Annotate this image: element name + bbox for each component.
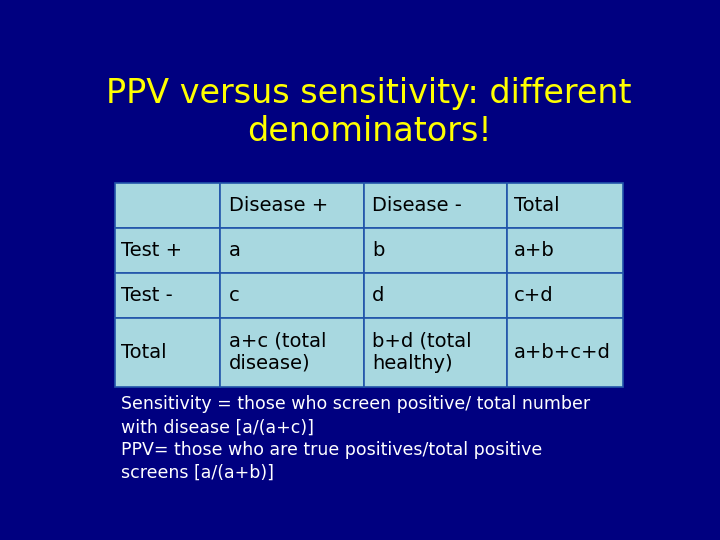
Text: Test -: Test -	[122, 286, 174, 305]
Bar	[220, 183, 364, 228]
Text: c+d: c+d	[513, 286, 554, 305]
Text: PPV versus sensitivity: different
denominators!: PPV versus sensitivity: different denomi…	[107, 77, 631, 148]
Text: a+c (total
disease): a+c (total disease)	[229, 332, 327, 373]
Text: Disease +: Disease +	[229, 196, 328, 215]
Bar	[364, 228, 507, 273]
Bar	[507, 318, 623, 387]
Bar	[507, 183, 623, 228]
Bar	[364, 273, 507, 318]
Bar	[220, 228, 364, 273]
Bar	[115, 273, 220, 318]
Text: c: c	[229, 286, 240, 305]
Bar	[364, 183, 507, 228]
Text: b+d (total
healthy): b+d (total healthy)	[372, 332, 472, 373]
Text: d: d	[372, 286, 384, 305]
Text: a: a	[229, 241, 241, 260]
Text: a+b+c+d: a+b+c+d	[513, 343, 611, 362]
Bar	[115, 183, 220, 228]
Text: Sensitivity = those who screen positive/ total number
with disease [a/(a+c)]
PPV: Sensitivity = those who screen positive/…	[121, 395, 590, 482]
Bar	[220, 273, 364, 318]
Bar	[220, 318, 364, 387]
Text: Total: Total	[122, 343, 167, 362]
Text: b: b	[372, 241, 384, 260]
Bar	[364, 318, 507, 387]
Text: a+b: a+b	[513, 241, 554, 260]
Bar	[115, 318, 220, 387]
Bar	[507, 273, 623, 318]
Bar	[507, 228, 623, 273]
Text: Disease -: Disease -	[372, 196, 462, 215]
Bar	[115, 228, 220, 273]
Text: Test +: Test +	[122, 241, 183, 260]
Text: Total: Total	[513, 196, 559, 215]
